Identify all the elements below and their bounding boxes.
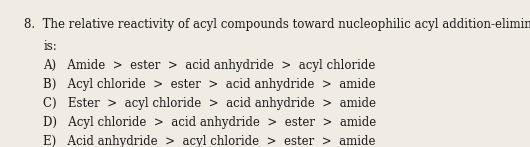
Text: D)   Acyl chloride  >  acid anhydride  >  ester  >  amide: D) Acyl chloride > acid anhydride > este… xyxy=(43,116,377,129)
Text: C)   Ester  >  acyl chloride  >  acid anhydride  >  amide: C) Ester > acyl chloride > acid anhydrid… xyxy=(43,97,376,110)
Text: B)   Acyl chloride  >  ester  >  acid anhydride  >  amide: B) Acyl chloride > ester > acid anhydrid… xyxy=(43,78,376,91)
Text: 8.  The relative reactivity of acyl compounds toward nucleophilic acyl addition-: 8. The relative reactivity of acyl compo… xyxy=(24,18,530,31)
Text: A)   Amide  >  ester  >  acid anhydride  >  acyl chloride: A) Amide > ester > acid anhydride > acyl… xyxy=(43,59,376,72)
Text: is:: is: xyxy=(43,40,57,53)
Text: E)   Acid anhydride  >  acyl chloride  >  ester  >  amide: E) Acid anhydride > acyl chloride > este… xyxy=(43,135,376,147)
